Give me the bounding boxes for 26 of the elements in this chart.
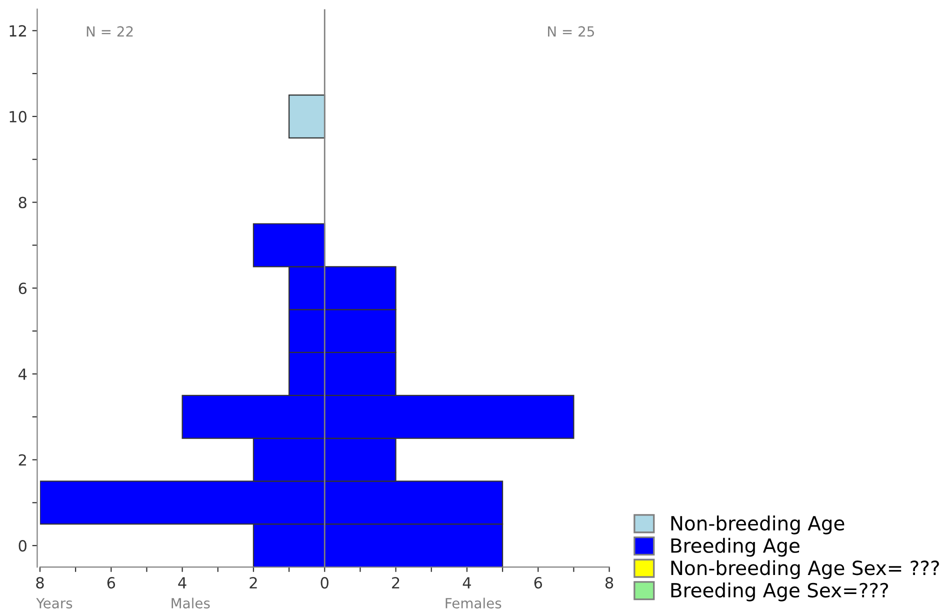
x-tick-label: 0 <box>320 577 328 589</box>
annotation: N = 25 <box>548 26 594 37</box>
x-tick-label: 6 <box>107 577 116 589</box>
y-tick-label: 8 <box>18 196 26 208</box>
x-tick-label: 8 <box>36 577 44 589</box>
legend-label: Non-breeding Age Sex= ??? <box>671 560 939 580</box>
x-tick-label: 2 <box>392 577 400 588</box>
x-tick-label: 8 <box>605 577 614 589</box>
text: Years <box>36 598 72 608</box>
legend-label: Non-breeding Age <box>671 516 844 534</box>
y-tick-label: 6 <box>18 282 27 294</box>
bar <box>288 94 326 138</box>
x-tick-label: 4 <box>462 577 471 588</box>
y-tick-label: 2 <box>18 454 26 466</box>
text: Males <box>172 598 210 608</box>
x-tick-label: 6 <box>534 577 542 589</box>
y-tick-label: 0 <box>18 540 26 552</box>
x-tick-label: 2 <box>250 577 257 588</box>
text: Females <box>446 598 502 608</box>
legend-label: Breeding Age <box>671 538 800 557</box>
legend-label: Breeding Age Sex=??? <box>671 582 888 602</box>
annotation: N = 22 <box>86 26 133 36</box>
x-tick-label: 4 <box>178 577 186 588</box>
y-tick-label: 10 <box>10 110 26 122</box>
y-tick-label: 4 <box>18 368 27 380</box>
y-tick-label: 12 <box>10 25 26 36</box>
